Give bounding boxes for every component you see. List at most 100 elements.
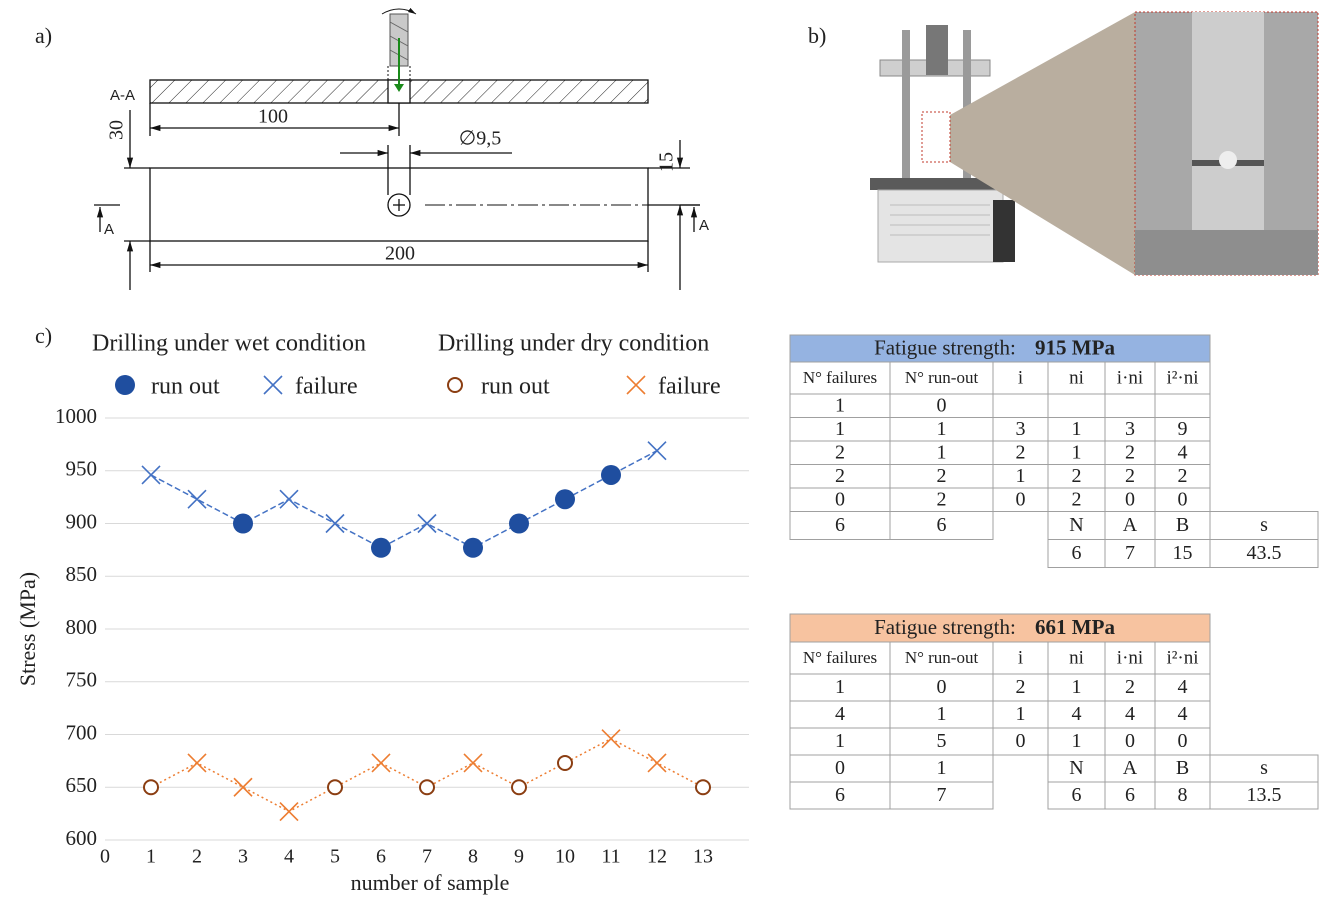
data-point (696, 780, 710, 794)
cut-label: A (699, 217, 709, 234)
cell-text: s (1260, 757, 1268, 779)
x-tick-label: 11 (601, 846, 620, 868)
data-point (509, 514, 529, 534)
cell-text: i·ni (1117, 367, 1143, 388)
cell-text: A (1123, 757, 1138, 779)
data-point (188, 754, 206, 772)
cell-text: 6 (1072, 784, 1082, 806)
cell-text: 15 (1173, 542, 1193, 564)
legend-label: failure (658, 374, 721, 400)
x-tick-label: 10 (555, 846, 575, 868)
cell-text: 6 (1072, 542, 1082, 564)
cell-text: 2 (1072, 488, 1082, 510)
data-point (463, 538, 483, 558)
data-point (601, 465, 621, 485)
data-point (558, 756, 572, 770)
cell-text: 2 (937, 488, 947, 510)
cell-text: 8 (1178, 784, 1188, 806)
x-tick-label: 5 (330, 846, 340, 868)
data-point (144, 780, 158, 794)
tables: Fatigue strength:915 MPaN° failuresN° ru… (790, 335, 1318, 809)
dimension: 100 (258, 106, 288, 128)
data-point (280, 803, 298, 821)
cell-text: 4 (835, 703, 845, 725)
cell-text: 1 (1072, 730, 1082, 752)
y-tick-label: 800 (66, 615, 98, 639)
x-tick-label: 1 (146, 846, 156, 868)
test-machine-photo (870, 12, 1318, 275)
cell-text: B (1176, 757, 1189, 779)
cell-text: 2 (1072, 465, 1082, 487)
cell-text: B (1176, 514, 1189, 536)
x-tick-label: 3 (238, 846, 248, 868)
cell-text: N° failures (803, 648, 877, 667)
legend-title: Drilling under dry condition (438, 331, 709, 357)
cell-text: 2 (835, 465, 845, 487)
cell-text: 2 (1178, 465, 1188, 487)
data-point (648, 754, 666, 772)
cell-text: 1 (1072, 676, 1082, 698)
cell-text: 43.5 (1247, 542, 1282, 564)
cell-text: 6 (937, 514, 947, 536)
y-tick-label: 750 (66, 668, 98, 692)
cell-text: 1 (937, 418, 947, 440)
x-tick-label: 7 (422, 846, 432, 868)
cell-text: 9 (1178, 418, 1188, 440)
legend-label: run out (481, 374, 550, 400)
x-tick-label: 12 (647, 846, 667, 868)
legend-label: run out (151, 374, 220, 400)
cell-text: 0 (1016, 730, 1026, 752)
y-tick-label: 700 (66, 720, 98, 744)
cell-text: 1 (937, 441, 947, 463)
cell-text: 4 (1178, 703, 1188, 725)
cell-text: N° failures (803, 368, 877, 387)
cell-text: 2 (1016, 441, 1026, 463)
cell-text: 1 (835, 394, 845, 416)
legend-marker (627, 376, 645, 394)
cell-text: 0 (1125, 488, 1135, 510)
y-tick-label: 650 (66, 773, 98, 797)
technical-drawing: A-A 100 30 ∅9,5 15 200 A A (94, 9, 709, 290)
cell-text: 1 (835, 676, 845, 698)
y-tick-label: 850 (66, 562, 98, 586)
table-cell (1048, 394, 1105, 418)
legend-marker (115, 375, 135, 395)
cell-text: 0 (1178, 730, 1188, 752)
y-tick-label: 1000 (55, 404, 97, 428)
cell-text: 0 (1178, 488, 1188, 510)
cell-text: 0 (1016, 488, 1026, 510)
cell-text: 2 (937, 465, 947, 487)
cell-text: 1 (1016, 703, 1026, 725)
x-tick-label: 0 (100, 846, 110, 868)
section-label: A-A (110, 87, 135, 104)
x-tick-label: 4 (284, 846, 294, 868)
cell-text: ni (1069, 647, 1084, 668)
cell-text: 1 (1072, 441, 1082, 463)
series-line (151, 739, 703, 812)
cell-text: 4 (1178, 441, 1188, 463)
cell-text: i (1018, 647, 1023, 668)
legend-label: failure (295, 374, 358, 400)
series-line (151, 451, 657, 548)
dimension: 200 (385, 243, 415, 265)
dimension: 30 (106, 120, 128, 140)
cell-text: N (1069, 514, 1083, 536)
panel-label: b) (808, 23, 826, 48)
cell-text: 1 (1016, 465, 1026, 487)
y-tick-label: 950 (66, 457, 98, 481)
data-point (371, 538, 391, 558)
cell-text: 0 (937, 394, 947, 416)
data-point (233, 514, 253, 534)
cell-text: 4 (1072, 703, 1082, 725)
figure: a) b) c) A-A 100 30 ∅9,5 15 200 A A 60 (0, 0, 1320, 899)
table-title: Fatigue strength: (874, 335, 1016, 359)
cell-text: ni (1069, 367, 1084, 388)
cell-text: 0 (937, 676, 947, 698)
data-point (328, 780, 342, 794)
cell-text: 0 (835, 488, 845, 510)
cell-text: 2 (1125, 465, 1135, 487)
cell-text: 1 (937, 757, 947, 779)
cell-text: i²·ni (1166, 647, 1198, 668)
data-point (648, 442, 666, 460)
